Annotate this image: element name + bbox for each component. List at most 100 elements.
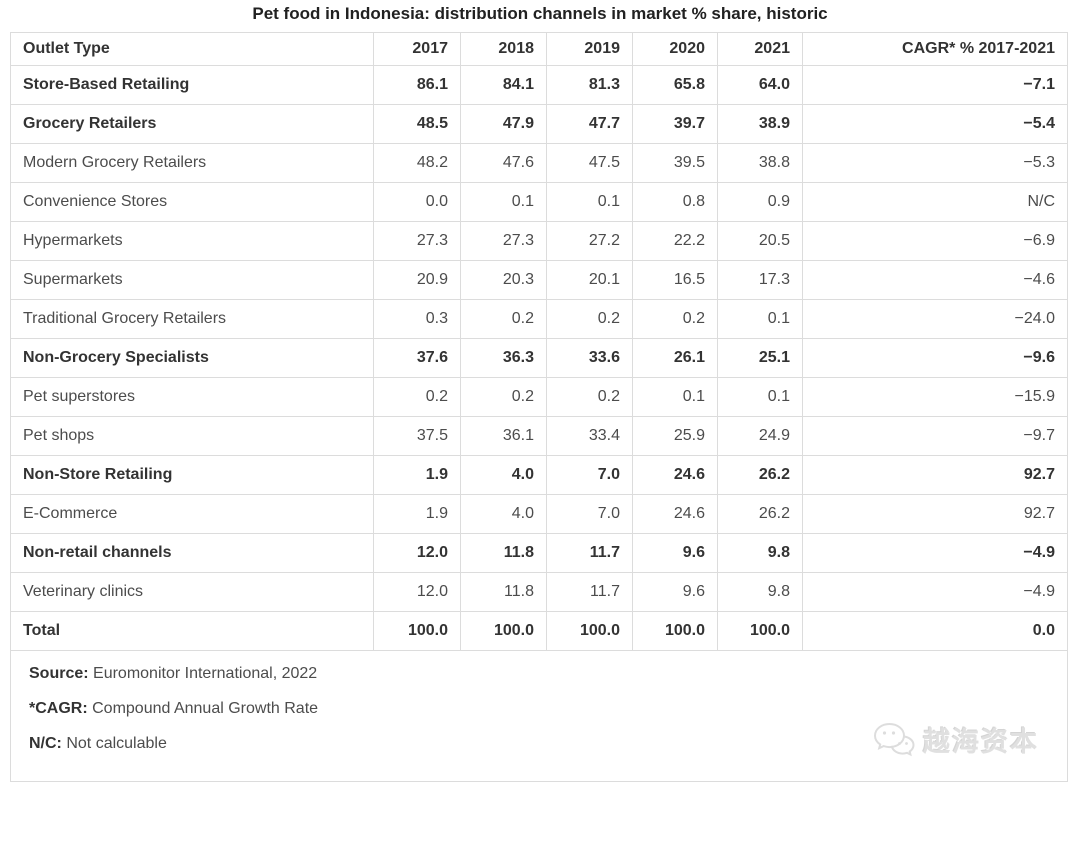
value-cell: 38.9	[717, 104, 803, 144]
value-cell: −4.9	[802, 572, 1068, 612]
footnote: Source: Euromonitor International, 2022	[29, 665, 1049, 683]
value-cell: 11.8	[460, 533, 547, 573]
value-cell: 9.6	[632, 572, 718, 612]
footnote-text: Not calculable	[66, 735, 167, 752]
value-cell: 7.0	[546, 455, 633, 495]
value-cell: 9.8	[717, 572, 803, 612]
value-cell: 0.2	[546, 377, 633, 417]
value-cell: 0.1	[460, 182, 547, 222]
page-title: Pet food in Indonesia: distribution chan…	[252, 4, 828, 23]
value-cell: 25.1	[717, 338, 803, 378]
table-row: Total 100.0 100.0 100.0 100.0 100.0 0.0	[10, 611, 1068, 651]
value-cell: 0.0	[802, 611, 1068, 651]
value-cell: 92.7	[802, 494, 1068, 534]
value-cell: 0.2	[460, 299, 547, 339]
value-cell: 1.9	[373, 494, 461, 534]
value-cell: 20.9	[373, 260, 461, 300]
column-header: 2018	[460, 32, 547, 66]
value-cell: 37.5	[373, 416, 461, 456]
value-cell: 12.0	[373, 572, 461, 612]
value-cell: 36.3	[460, 338, 547, 378]
column-header: CAGR* % 2017-2021	[802, 32, 1068, 66]
row-label: Veterinary clinics	[10, 572, 374, 612]
value-cell: −9.6	[802, 338, 1068, 378]
value-cell: 100.0	[460, 611, 547, 651]
value-cell: 16.5	[632, 260, 718, 300]
table-row: E-Commerce 1.9 4.0 7.0 24.6 26.2 92.7	[10, 494, 1068, 534]
value-cell: 36.1	[460, 416, 547, 456]
value-cell: 20.3	[460, 260, 547, 300]
value-cell: 47.7	[546, 104, 633, 144]
table-row: Non-retail channels 12.0 11.8 11.7 9.6 9.8 −4.…	[10, 533, 1068, 573]
value-cell: 0.1	[717, 377, 803, 417]
row-label: Hypermarkets	[10, 221, 374, 261]
value-cell: 11.8	[460, 572, 547, 612]
column-header: Outlet Type	[10, 32, 374, 66]
watermark-text: 越海资本	[923, 727, 1039, 757]
value-cell: 24.6	[632, 455, 718, 495]
value-cell: 100.0	[373, 611, 461, 651]
table-container: Outlet Type 2017 2018 2019 2020 2021 CAGR* % 2…	[10, 32, 1068, 782]
value-cell: −9.7	[802, 416, 1068, 456]
value-cell: 27.3	[373, 221, 461, 261]
value-cell: 9.8	[717, 533, 803, 573]
table-row: Store-Based Retailing 86.1 84.1 81.3 65.8 64.…	[10, 65, 1068, 105]
value-cell: 92.7	[802, 455, 1068, 495]
table-row: Grocery Retailers 48.5 47.9 47.7 39.7 38.9 −5.…	[10, 104, 1068, 144]
value-cell: 86.1	[373, 65, 461, 105]
table-row: Non-Store Retailing 1.9 4.0 7.0 24.6 26.2 92.7	[10, 455, 1068, 495]
value-cell: 100.0	[632, 611, 718, 651]
table-header: Outlet Type 2017 2018 2019 2020 2021 CAGR* % 2…	[10, 32, 1068, 66]
value-cell: 24.9	[717, 416, 803, 456]
value-cell: −5.4	[802, 104, 1068, 144]
row-label: Modern Grocery Retailers	[10, 143, 374, 183]
row-label: Store-Based Retailing	[10, 65, 374, 105]
value-cell: 26.2	[717, 494, 803, 534]
footnote-text: Euromonitor International, 2022	[93, 665, 318, 682]
value-cell: 11.7	[546, 572, 633, 612]
value-cell: 22.2	[632, 221, 718, 261]
wechat-icon	[873, 722, 915, 756]
row-label: Convenience Stores	[10, 182, 374, 222]
footnote-prefix: *CAGR:	[29, 700, 88, 717]
value-cell: 81.3	[546, 65, 633, 105]
value-cell: 0.3	[373, 299, 461, 339]
value-cell: 0.2	[460, 377, 547, 417]
footnote-prefix: Source:	[29, 665, 89, 682]
table-row: Hypermarkets 27.3 27.3 27.2 22.2 20.5 −6.9	[10, 221, 1068, 261]
value-cell: 27.3	[460, 221, 547, 261]
value-cell: 47.6	[460, 143, 547, 183]
table-row: Traditional Grocery Retailers 0.3 0.2 0.2 0.…	[10, 299, 1068, 339]
value-cell: 37.6	[373, 338, 461, 378]
row-label: Non-retail channels	[10, 533, 374, 573]
value-cell: 24.6	[632, 494, 718, 534]
row-label: Traditional Grocery Retailers	[10, 299, 374, 339]
value-cell: 0.0	[373, 182, 461, 222]
footnote: *CAGR: Compound Annual Growth Rate	[29, 700, 1049, 718]
table-row: Pet superstores 0.2 0.2 0.2 0.1 0.1 −15.9	[10, 377, 1068, 417]
value-cell: −7.1	[802, 65, 1068, 105]
value-cell: 84.1	[460, 65, 547, 105]
table-row: Non-Grocery Specialists 37.6 36.3 33.6 26.1 2…	[10, 338, 1068, 378]
value-cell: −6.9	[802, 221, 1068, 261]
footnote-prefix: N/C:	[29, 735, 62, 752]
value-cell: 26.2	[717, 455, 803, 495]
row-label: Supermarkets	[10, 260, 374, 300]
value-cell: 26.1	[632, 338, 718, 378]
value-cell: 25.9	[632, 416, 718, 456]
value-cell: 33.6	[546, 338, 633, 378]
footnote-text: Compound Annual Growth Rate	[92, 700, 319, 717]
value-cell: 48.5	[373, 104, 461, 144]
table-row: Pet shops 37.5 36.1 33.4 25.9 24.9 −9.7	[10, 416, 1068, 456]
value-cell: 0.9	[717, 182, 803, 222]
value-cell: 20.5	[717, 221, 803, 261]
row-label: Pet shops	[10, 416, 374, 456]
value-cell: 64.0	[717, 65, 803, 105]
table-footer: Source: Euromonitor International, 2022 *…	[10, 651, 1068, 782]
value-cell: 0.1	[632, 377, 718, 417]
value-cell: 48.2	[373, 143, 461, 183]
value-cell: 39.5	[632, 143, 718, 183]
row-label: E-Commerce	[10, 494, 374, 534]
value-cell: 11.7	[546, 533, 633, 573]
value-cell: 100.0	[717, 611, 803, 651]
